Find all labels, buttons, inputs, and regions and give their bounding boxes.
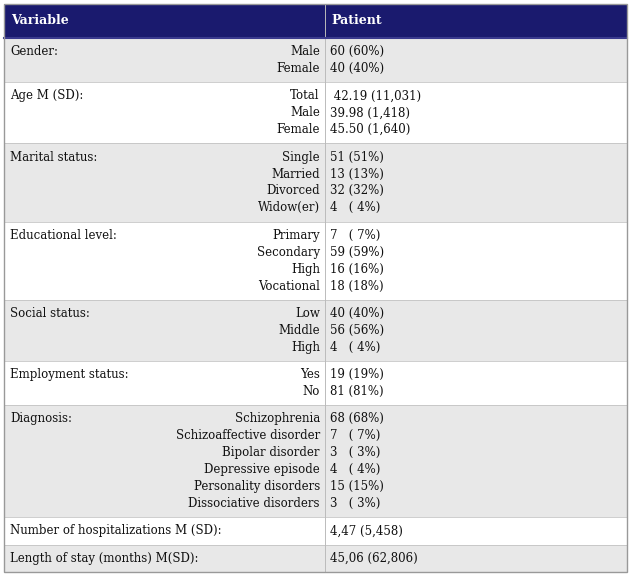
Bar — [4, 406, 627, 517]
Bar — [4, 545, 627, 572]
Text: 68 (68%): 68 (68%) — [330, 412, 384, 426]
Text: Female: Female — [276, 123, 320, 136]
Text: Social status:: Social status: — [10, 307, 90, 320]
Text: 7   ( 7%): 7 ( 7%) — [330, 229, 380, 242]
Text: 81 (81%): 81 (81%) — [330, 385, 384, 398]
Text: Age M (SD):: Age M (SD): — [10, 89, 83, 103]
Bar — [4, 361, 627, 406]
Text: Personality disorders: Personality disorders — [194, 480, 320, 493]
Text: Total: Total — [290, 89, 320, 103]
Text: Schizoaffective disorder: Schizoaffective disorder — [175, 429, 320, 442]
Text: High: High — [291, 341, 320, 354]
Text: 18 (18%): 18 (18%) — [330, 279, 384, 293]
Bar — [4, 82, 627, 143]
Bar — [4, 222, 627, 300]
Text: 59 (59%): 59 (59%) — [330, 246, 384, 259]
Text: 40 (40%): 40 (40%) — [330, 307, 384, 320]
Text: 4   ( 4%): 4 ( 4%) — [330, 463, 380, 476]
Text: Married: Married — [271, 168, 320, 180]
Text: 4   ( 4%): 4 ( 4%) — [330, 202, 380, 214]
Text: Schizophrenia: Schizophrenia — [235, 412, 320, 426]
Bar — [4, 4, 627, 38]
Text: 4   ( 4%): 4 ( 4%) — [330, 341, 380, 354]
Bar — [4, 517, 627, 545]
Text: 40 (40%): 40 (40%) — [330, 62, 384, 75]
Text: High: High — [291, 263, 320, 275]
Text: Marital status:: Marital status: — [10, 150, 97, 164]
Text: 56 (56%): 56 (56%) — [330, 324, 384, 337]
Text: 7   ( 7%): 7 ( 7%) — [330, 429, 380, 442]
Text: Divorced: Divorced — [266, 184, 320, 198]
Text: Bipolar disorder: Bipolar disorder — [222, 446, 320, 459]
Text: Number of hospitalizations M (SD):: Number of hospitalizations M (SD): — [10, 525, 221, 537]
Text: 51 (51%): 51 (51%) — [330, 150, 384, 164]
Text: 45,06 (62,806): 45,06 (62,806) — [330, 552, 418, 565]
Text: Depressive episode: Depressive episode — [204, 463, 320, 476]
Text: Patient: Patient — [332, 14, 382, 28]
Bar — [4, 38, 627, 82]
Text: 15 (15%): 15 (15%) — [330, 480, 384, 493]
Text: Diagnosis:: Diagnosis: — [10, 412, 72, 426]
Text: 39.98 (1,418): 39.98 (1,418) — [330, 107, 410, 119]
Text: 13 (13%): 13 (13%) — [330, 168, 384, 180]
Text: Low: Low — [295, 307, 320, 320]
Text: 45.50 (1,640): 45.50 (1,640) — [330, 123, 410, 136]
Text: Gender:: Gender: — [10, 45, 58, 58]
Bar — [4, 300, 627, 361]
Text: Primary: Primary — [272, 229, 320, 242]
Text: Length of stay (months) M(SD):: Length of stay (months) M(SD): — [10, 552, 199, 565]
Text: Secondary: Secondary — [257, 246, 320, 259]
Bar — [4, 143, 627, 222]
Text: 3   ( 3%): 3 ( 3%) — [330, 497, 380, 510]
Text: Dissociative disorders: Dissociative disorders — [188, 497, 320, 510]
Text: Single: Single — [282, 150, 320, 164]
Text: Employment status:: Employment status: — [10, 368, 129, 381]
Text: 19 (19%): 19 (19%) — [330, 368, 384, 381]
Text: 32 (32%): 32 (32%) — [330, 184, 384, 198]
Text: 3   ( 3%): 3 ( 3%) — [330, 446, 380, 459]
Text: Male: Male — [290, 107, 320, 119]
Text: 42.19 (11,031): 42.19 (11,031) — [330, 89, 421, 103]
Text: 16 (16%): 16 (16%) — [330, 263, 384, 275]
Text: Vocational: Vocational — [258, 279, 320, 293]
Text: Male: Male — [290, 45, 320, 58]
Text: Middle: Middle — [278, 324, 320, 337]
Text: 4,47 (5,458): 4,47 (5,458) — [330, 525, 403, 537]
Text: No: No — [302, 385, 320, 398]
Text: Female: Female — [276, 62, 320, 75]
Text: 60 (60%): 60 (60%) — [330, 45, 384, 58]
Text: Yes: Yes — [300, 368, 320, 381]
Text: Variable: Variable — [11, 14, 69, 28]
Text: Widow(er): Widow(er) — [257, 202, 320, 214]
Text: Educational level:: Educational level: — [10, 229, 117, 242]
